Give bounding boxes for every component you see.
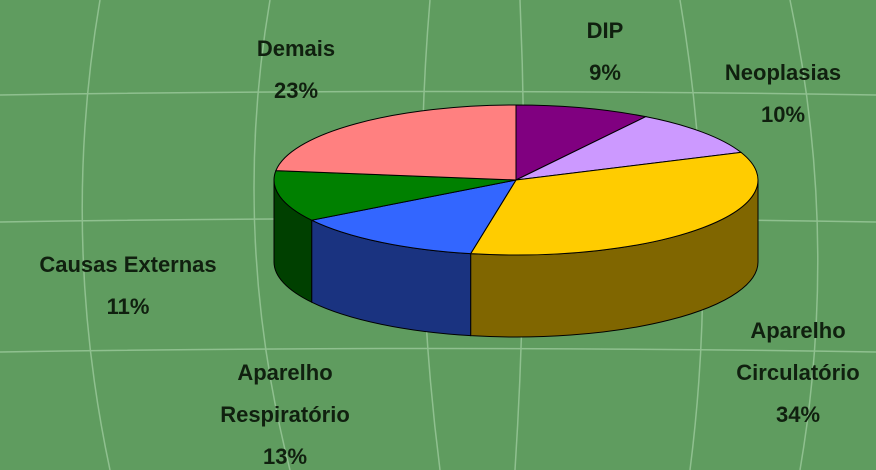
percent-label: 13% <box>262 444 308 469</box>
slice-label: Aparelho Respiratório 13% <box>200 352 370 470</box>
category-name: Aparelho Respiratório <box>220 360 350 427</box>
percent-label: 11% <box>106 294 150 319</box>
slice-label: Neoplasias 10% <box>683 52 876 136</box>
slice-label: DIP 9% <box>505 10 705 94</box>
bg-line <box>81 0 111 470</box>
slice <box>310 179 518 255</box>
category-name: Neoplasias <box>724 60 842 85</box>
slice <box>515 116 743 181</box>
percent-label: 34% <box>775 402 821 427</box>
slice <box>275 104 517 181</box>
percent-label: 23% <box>273 78 319 103</box>
category-name: Demais <box>256 36 336 61</box>
bg-line <box>0 90 876 96</box>
bg-line <box>0 347 876 353</box>
slice <box>515 104 648 181</box>
bg-line <box>253 0 291 470</box>
percent-label: 9% <box>589 60 621 85</box>
category-name: DIP <box>586 18 624 43</box>
slice-label: Demais 23% <box>196 28 396 112</box>
slice-label: Aparelho Circulatório 34% <box>713 310 876 436</box>
category-name: Aparelho Circulatório <box>736 318 860 385</box>
slice-label: Causas Externas 11% <box>0 244 268 328</box>
category-name: Causas Externas <box>39 252 217 277</box>
bg-line <box>789 0 819 470</box>
slice <box>469 151 759 256</box>
slice <box>273 170 517 221</box>
percent-label: 10% <box>760 102 806 127</box>
